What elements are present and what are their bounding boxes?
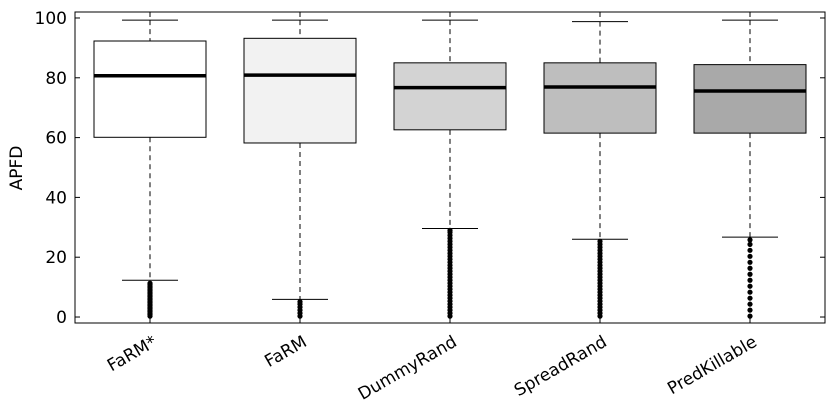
iqr-box <box>543 62 657 134</box>
iqr-box <box>243 37 357 144</box>
iqr-box <box>93 40 207 138</box>
x-tick-label-farm: FaRM* <box>104 332 160 376</box>
outlier-point <box>747 283 753 289</box>
outlier-point <box>747 295 753 301</box>
y-tick-label: 80 <box>45 69 67 89</box>
box-group-farm <box>243 19 357 319</box>
x-tick-label-predkillable: PredKillable <box>664 332 760 399</box>
box-group-predkillable <box>693 19 807 319</box>
outlier-point <box>747 271 753 277</box>
marks-layer <box>93 19 807 319</box>
box-group-farm <box>93 19 207 319</box>
outlier-point <box>297 299 303 305</box>
box-group-spreadrand <box>543 21 657 319</box>
outlier-point <box>747 301 753 307</box>
outlier-point <box>747 307 753 313</box>
outlier-point <box>747 259 753 265</box>
outlier-point <box>747 277 753 283</box>
y-tick-label: 20 <box>45 248 67 268</box>
outlier-point <box>747 313 753 319</box>
y-tick-label: 60 <box>45 129 67 149</box>
outlier-point <box>147 280 153 286</box>
iqr-box <box>693 64 807 134</box>
y-axis-title: APFD <box>7 146 27 191</box>
x-tick-label-spreadrand: SpreadRand <box>511 332 610 401</box>
outlier-point <box>747 241 753 247</box>
y-tick-label: 0 <box>56 308 67 328</box>
outlier-point <box>747 289 753 295</box>
outlier-point <box>747 247 753 253</box>
x-axis-category-labels: FaRM* FaRM DummyRand SpreadRand PredKillable <box>104 332 760 405</box>
outlier-point <box>747 237 753 243</box>
x-tick-label-dummyrand: DummyRand <box>355 332 461 405</box>
outlier-point <box>747 265 753 271</box>
outlier-point <box>597 238 603 244</box>
outlier-point <box>747 253 753 259</box>
x-tick-label-farm: FaRM <box>261 332 310 372</box>
outlier-point <box>447 227 453 233</box>
y-tick-label: 40 <box>45 188 67 208</box>
y-tick-label: 100 <box>35 9 67 29</box>
box-group-dummyrand <box>393 19 507 319</box>
iqr-box <box>393 62 507 131</box>
y-axis-ticks: 0 20 40 60 80 100 <box>35 9 825 328</box>
